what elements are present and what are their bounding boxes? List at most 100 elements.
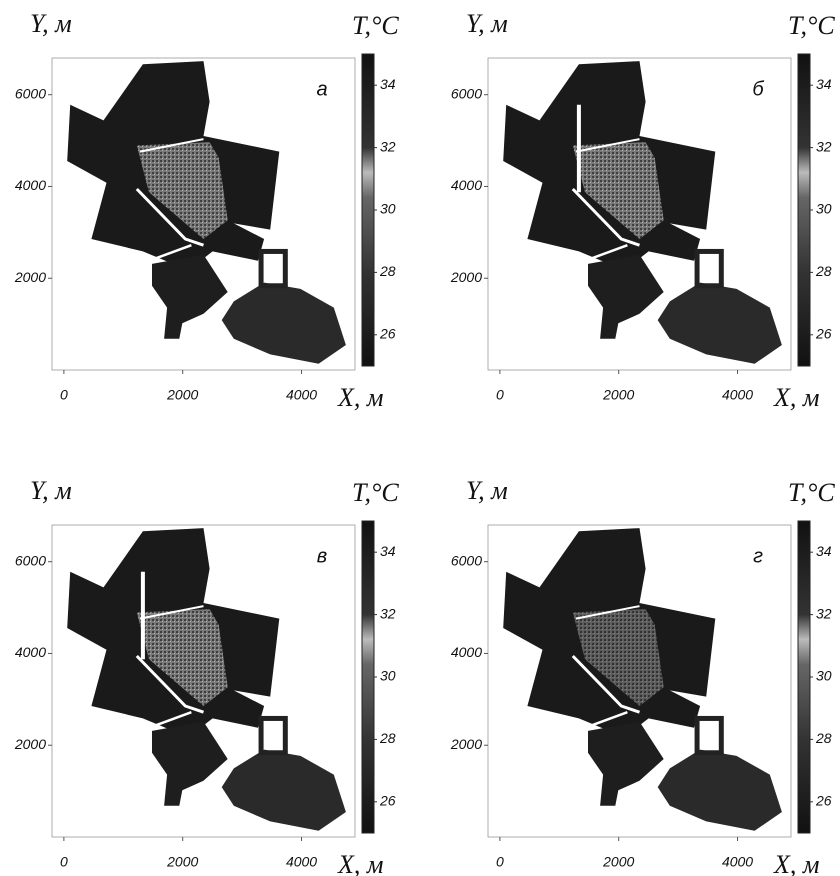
y-tick-label: 6000 xyxy=(15,85,46,101)
colorbar-tick-label: 34 xyxy=(816,543,832,559)
x-tick-label: 0 xyxy=(496,854,504,870)
colorbar xyxy=(797,520,811,834)
colorbar-tick-label: 26 xyxy=(815,326,832,342)
panel-label: в xyxy=(317,545,327,567)
colorbar-tick-label: 28 xyxy=(379,263,396,279)
colorbar-label: T,°C xyxy=(352,11,399,40)
map-channel xyxy=(139,138,204,153)
x-axis-label: X, м xyxy=(773,383,819,412)
colorbar-tick-label: 26 xyxy=(815,793,832,809)
colorbar-tick-label: 32 xyxy=(380,605,396,621)
x-axis-label: X, м xyxy=(773,850,819,876)
x-tick-label: 4000 xyxy=(286,854,317,870)
colorbar xyxy=(361,53,375,367)
y-axis-label: Y, м xyxy=(30,476,72,505)
colorbar-tick-label: 34 xyxy=(816,76,832,92)
colorbar-tick-label: 32 xyxy=(816,605,832,621)
y-tick-label: 6000 xyxy=(451,85,482,101)
map-region xyxy=(136,142,228,239)
map-channel xyxy=(148,711,192,729)
x-tick-label: 0 xyxy=(60,854,68,870)
map-channel xyxy=(148,244,192,262)
y-tick-label: 4000 xyxy=(15,644,46,660)
map-region xyxy=(152,254,228,339)
colorbar-label: T,°C xyxy=(788,11,835,40)
x-tick-label: 2000 xyxy=(602,854,634,870)
plot-frame xyxy=(51,57,356,371)
map-channel xyxy=(139,605,204,620)
map-channel xyxy=(584,244,628,262)
y-axis-label: Y, м xyxy=(466,9,508,38)
x-tick-label: 4000 xyxy=(286,387,317,403)
x-tick-label: 2000 xyxy=(602,387,634,403)
map-channel xyxy=(584,711,628,729)
x-axis-label: X, м xyxy=(337,850,383,876)
x-tick-label: 4000 xyxy=(722,387,753,403)
colorbar-tick-label: 30 xyxy=(816,201,832,217)
colorbar-tick-label: 30 xyxy=(380,668,396,684)
colorbar-tick-label: 30 xyxy=(816,668,832,684)
map-region xyxy=(572,142,664,239)
colorbar-label: T,°C xyxy=(788,478,835,507)
panel: 0 2000 4000 2000 4000 6000 26 28 30 32 34 г Y, м T,°C… xyxy=(450,476,836,876)
map-region xyxy=(657,282,782,364)
panel-label: б xyxy=(752,78,764,100)
map-channel xyxy=(571,654,640,714)
x-tick-label: 0 xyxy=(496,387,504,403)
colorbar-tick-label: 34 xyxy=(380,76,396,92)
map-channel xyxy=(575,605,640,620)
panel: 0 2000 4000 2000 4000 6000 26 28 30 32 34 а Y, м T,°C… xyxy=(14,9,400,412)
map-region xyxy=(572,609,664,706)
map-channel xyxy=(258,715,288,756)
colorbar-tick-label: 32 xyxy=(380,138,396,154)
plot-frame xyxy=(487,524,792,838)
x-tick-label: 0 xyxy=(60,387,68,403)
colorbar-tick-label: 32 xyxy=(816,138,832,154)
colorbar-tick-label: 26 xyxy=(379,326,396,342)
colorbar xyxy=(361,520,375,834)
y-tick-label: 2000 xyxy=(14,269,46,285)
plot-frame xyxy=(487,57,792,371)
y-axis-label: Y, м xyxy=(466,476,508,505)
panel: 0 2000 4000 2000 4000 6000 26 28 30 32 34 в Y, м T,°C… xyxy=(14,476,400,876)
y-tick-label: 2000 xyxy=(450,736,482,752)
plot-frame xyxy=(51,524,356,838)
map-channel xyxy=(694,715,724,756)
x-tick-label: 4000 xyxy=(722,854,753,870)
x-axis-label: X, м xyxy=(337,383,383,412)
map-channel xyxy=(135,187,204,247)
panel: 0 2000 4000 2000 4000 6000 26 28 30 32 34 б Y, м T,°C… xyxy=(450,9,836,412)
y-axis-label: Y, м xyxy=(30,9,72,38)
colorbar-tick-label: 28 xyxy=(815,730,832,746)
panel-label: а xyxy=(316,78,327,100)
map-region xyxy=(588,721,664,806)
y-tick-label: 4000 xyxy=(15,177,46,193)
x-tick-label: 2000 xyxy=(166,854,198,870)
map-region xyxy=(588,254,664,339)
y-tick-label: 2000 xyxy=(450,269,482,285)
y-tick-label: 6000 xyxy=(15,552,46,568)
map-channel xyxy=(258,248,288,289)
map-region xyxy=(221,282,346,364)
colorbar-label: T,°C xyxy=(352,478,399,507)
colorbar-tick-label: 34 xyxy=(380,543,396,559)
map-channel xyxy=(135,654,204,714)
y-tick-label: 4000 xyxy=(451,644,482,660)
map-channel xyxy=(575,138,640,153)
panel-label: г xyxy=(753,545,763,567)
y-tick-label: 4000 xyxy=(451,177,482,193)
map-region xyxy=(136,609,228,706)
colorbar-tick-label: 28 xyxy=(379,730,396,746)
map-region xyxy=(221,749,346,831)
y-tick-label: 2000 xyxy=(14,736,46,752)
y-tick-label: 6000 xyxy=(451,552,482,568)
colorbar-tick-label: 30 xyxy=(380,201,396,217)
colorbar xyxy=(797,53,811,367)
colorbar-tick-label: 28 xyxy=(815,263,832,279)
map-region xyxy=(657,749,782,831)
map-channel xyxy=(694,248,724,289)
x-tick-label: 2000 xyxy=(166,387,198,403)
map-region xyxy=(152,721,228,806)
colorbar-tick-label: 26 xyxy=(379,793,396,809)
